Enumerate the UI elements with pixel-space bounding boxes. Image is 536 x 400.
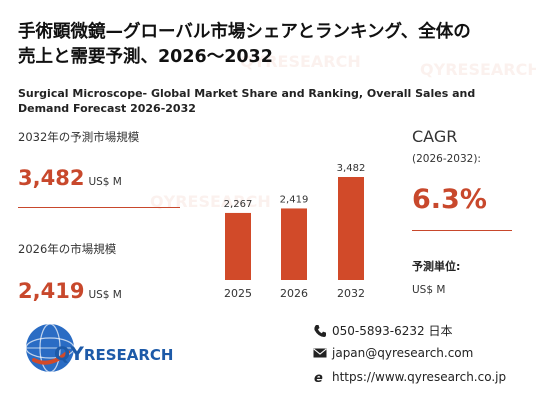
category-label: 2026 (280, 287, 308, 300)
current-size-value: 2,419 US$ M (18, 279, 122, 303)
forecast-unit-label: 予測単位: (412, 260, 461, 273)
cagr-divider (412, 230, 512, 231)
page-title: 手術顕微鏡—グローバル市場シェアとランキング、全体の 売上と需要予測、2026～… (18, 20, 518, 70)
svg-text:e: e (314, 371, 323, 384)
category-label: 2025 (224, 287, 252, 300)
bar-value-label: 3,482 (337, 163, 366, 174)
bar-chart: 2,267 2025 2,419 2026 3,482 2032 (224, 163, 366, 300)
current-size-label: 2026年の市場規模 (18, 242, 117, 256)
qyresearch-logo: QYRESEARCH (20, 318, 174, 378)
logo-text-qy: QY (54, 343, 84, 365)
forecast-size-label: 2032年の予測市場規模 (18, 130, 140, 144)
contact-phone: 050-5893-6232 日本 (313, 322, 452, 339)
globe-icon (25, 323, 75, 373)
cagr-range: (2026-2032): (412, 153, 481, 165)
title-line-1: 手術顕微鏡—グローバル市場シェアとランキング、全体の (18, 22, 471, 42)
cagr-value: 6.3% (412, 184, 487, 215)
contact-email[interactable]: japan@qyresearch.com (313, 346, 473, 360)
phone-text: 050-5893-6232 日本 (332, 324, 453, 338)
forecast-size-unit: US$ M (88, 176, 122, 188)
bar-2026 (281, 208, 307, 280)
forecast-size-value: 3,482 US$ M (18, 166, 122, 190)
forecast-size-number: 3,482 (18, 166, 85, 190)
contact-web[interactable]: e https://www.qyresearch.co.jp (313, 370, 507, 386)
mail-icon (313, 348, 327, 358)
bar-2032 (338, 177, 364, 280)
bar-2025 (225, 212, 251, 280)
web-text: https://www.qyresearch.co.jp (332, 370, 507, 384)
bar-value-label: 2,267 (224, 199, 253, 210)
browser-icon: e (314, 371, 323, 386)
email-text: japan@qyresearch.com (332, 346, 474, 360)
category-label: 2032 (337, 287, 365, 300)
bar-value-label: 2,419 (280, 194, 309, 205)
current-size-unit: US$ M (88, 289, 122, 301)
title-line-2: 売上と需要予測、2026～2032 (18, 47, 273, 67)
cagr-label: CAGR (412, 127, 458, 146)
logo-wordmark: QYRESEARCH (54, 343, 174, 365)
current-size-number: 2,419 (18, 279, 85, 303)
forecast-divider (18, 207, 180, 208)
forecast-unit-value: US$ M (412, 284, 446, 296)
logo-text-research: RESEARCH (83, 346, 174, 364)
phone-icon (314, 325, 326, 337)
page-subtitle: Surgical Microscope- Global Market Share… (18, 87, 476, 115)
